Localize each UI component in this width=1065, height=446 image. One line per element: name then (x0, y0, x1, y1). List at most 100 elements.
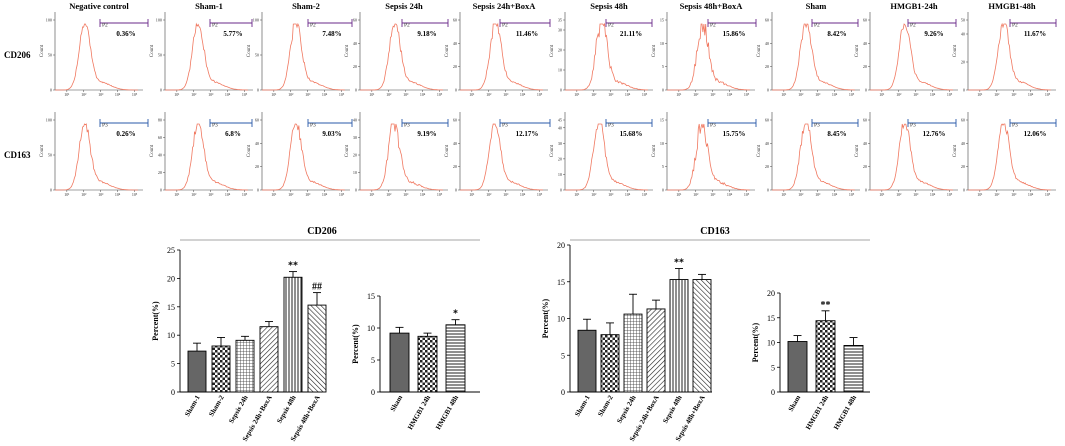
gate-label: P2 (404, 23, 410, 29)
y-tick-label: 60 (863, 118, 867, 123)
y-tick-label: 60 (158, 135, 162, 140)
y-tick-label: 40 (765, 41, 769, 46)
y-tick-label: 20 (558, 156, 562, 161)
x-tick-label: 10⁴ (420, 92, 426, 97)
y-tick-label: 5 (662, 64, 664, 69)
histogram-panel: 0 20 40 60 80 Count 10¹ 10² 10³ 10⁴ 10⁵ P3 6.8% (150, 112, 253, 197)
gate-percent: 9.26% (924, 30, 943, 38)
histogram-panel: 0 50 100 Count 10¹ 10² 10³ 10⁴ 10⁵ P3 0.26% (40, 112, 149, 197)
histogram-panel: 0 20 40 60 Count 10¹ 10² 10³ 10⁴ 10⁵ P3 12.06% (953, 112, 1057, 197)
y-axis-label: Count (652, 144, 657, 157)
y-tick-label: 80 (158, 118, 162, 123)
y-tick-label: 10 (557, 315, 565, 324)
y-tick-label: 10 (353, 170, 357, 175)
category-label: Sham (389, 394, 405, 413)
histogram-panel: 0 10 20 30 35 Count 10¹ 10² 10³ 10⁴ 10⁵ P2 21.11% (550, 12, 653, 97)
y-tick-label: 40 (158, 153, 162, 158)
y-tick-label: 5 (771, 363, 775, 372)
histogram-curve (460, 123, 543, 191)
x-tick-label: 10³ (1011, 192, 1017, 197)
gate-label: P2 (310, 23, 316, 29)
category-label: Sham (787, 394, 803, 413)
y-tick-label: 10 (660, 41, 664, 46)
y-axis-label: Count (150, 44, 155, 57)
y-axis-label: Count (445, 44, 450, 57)
x-tick-label: 10⁵ (132, 192, 138, 197)
histogram-curve (55, 23, 138, 91)
significance-label: ## (312, 282, 322, 293)
x-tick-label: 10¹ (574, 192, 580, 197)
y-tick-label: 5 (171, 360, 175, 369)
gate-label: P3 (814, 123, 820, 129)
histogram-panel: 0 10 20 30 40 45 Count 10¹ 10² 10³ 10⁴ 10⁵ P3 15.68% (550, 112, 653, 197)
y-tick-label: 60 (453, 18, 457, 23)
x-tick-label: 10⁴ (322, 192, 328, 197)
gate-percent: 11.67% (1024, 30, 1046, 38)
gate-percent: 12.06% (1024, 130, 1047, 138)
bar-chart: 0 5 10 15 20 25 Percent(%) Sham-1 Sham-2 Sepsis 2… (151, 246, 327, 443)
x-tick-label: 10⁵ (437, 192, 443, 197)
y-tick-label: 100 (156, 18, 162, 23)
y-tick-label: 0 (171, 388, 175, 397)
category-label: Sepsis 24h (227, 394, 249, 425)
x-tick-label: 10¹ (64, 192, 70, 197)
x-tick-label: 10¹ (977, 92, 983, 97)
histogram-curve (870, 123, 953, 191)
y-tick-label: 0 (662, 88, 664, 93)
gate-percent: 15.86% (723, 30, 746, 38)
category-label: HMGB1 24h (804, 394, 830, 431)
bar (417, 335, 438, 393)
x-tick-label: 10⁵ (744, 192, 750, 197)
gate-percent: 15.68% (620, 130, 643, 138)
x-tick-label: 10¹ (879, 92, 885, 97)
x-tick-label: 10⁴ (625, 192, 631, 197)
y-tick-label: 40 (863, 41, 867, 46)
x-tick-label: 10¹ (469, 92, 475, 97)
y-tick-label: 0 (355, 88, 357, 93)
y-axis-label: Count (445, 144, 450, 157)
gate-label: P2 (102, 23, 108, 29)
y-axis-label: Count (40, 44, 45, 57)
y-tick-label: 20 (255, 164, 259, 169)
y-tick-label: 60 (961, 118, 965, 123)
histogram-panel: 0 5 10 15 Count 10¹ 10² 10³ 10⁴ 10⁵ P2 15.86% (652, 12, 757, 97)
x-tick-label: 10³ (913, 92, 919, 97)
y-tick-label: 40 (353, 41, 357, 46)
y-tick-label: 0 (662, 188, 664, 193)
histogram-curve (968, 22, 1051, 91)
y-tick-label: 20 (961, 164, 965, 169)
x-tick-label: 10² (591, 92, 597, 97)
y-tick-label: 5 (561, 351, 565, 360)
y-axis-label: Count (550, 144, 555, 157)
y-tick-label: 20 (961, 60, 965, 65)
column-header: Sepsis 24h+BoxA (473, 1, 537, 11)
y-tick-label: 40 (863, 141, 867, 146)
y-tick-label: 0 (865, 188, 867, 193)
column-header: Sepsis 48h (590, 1, 628, 11)
y-tick-label: 0 (865, 88, 867, 93)
gate-percent: 9.03% (322, 130, 341, 138)
y-tick-label: 10 (558, 172, 562, 177)
gate-label: P3 (212, 123, 218, 129)
x-tick-label: 10⁴ (225, 192, 231, 197)
column-header: Negative control (69, 1, 129, 11)
chart-title: CD206 (307, 226, 336, 237)
y-axis-label: Count (550, 44, 555, 57)
y-tick-label: 20 (863, 164, 867, 169)
y-tick-label: 10 (660, 141, 664, 146)
bar (669, 279, 689, 393)
x-tick-label: 10⁵ (642, 192, 648, 197)
category-label: HMGB1 48h (832, 394, 858, 431)
bar (692, 279, 712, 393)
bar (259, 326, 279, 393)
x-tick-label: 10³ (608, 192, 614, 197)
histogram-curve (360, 123, 443, 191)
gate-label: P3 (910, 123, 916, 129)
y-tick-label: 0 (257, 188, 259, 193)
histogram-curve (565, 123, 648, 191)
y-tick-label: 15 (167, 303, 175, 312)
x-tick-label: 10¹ (369, 192, 375, 197)
y-axis-label: Count (855, 144, 860, 157)
bar-chart: 0 5 10 15 20 Percent(%) Sham ** HMGB1 24h HMGB1 4… (751, 289, 870, 431)
y-axis-label: Count (953, 44, 958, 57)
